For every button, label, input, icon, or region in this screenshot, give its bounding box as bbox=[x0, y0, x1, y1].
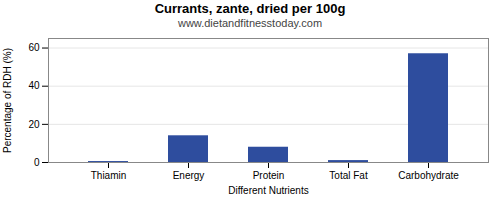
svg-text:Different Nutrients: Different Nutrients bbox=[228, 185, 308, 196]
svg-text:0: 0 bbox=[34, 157, 40, 168]
html-text:Currants, zante, dried per 100: Currants, zante, dried per 100g bbox=[154, 1, 346, 16]
html-text:www.dietandfitnesstoday.com: www.dietandfitnesstoday.com bbox=[178, 17, 322, 29]
svg-text:Carbohydrate: Carbohydrate bbox=[398, 170, 459, 181]
svg-text:Thiamin: Thiamin bbox=[91, 170, 127, 181]
svg-text:20: 20 bbox=[28, 119, 40, 130]
svg-text:Total Fat: Total Fat bbox=[329, 170, 368, 181]
svg-text:Energy: Energy bbox=[173, 170, 205, 181]
svg-text:Protein: Protein bbox=[253, 170, 285, 181]
svg-text:40: 40 bbox=[28, 80, 40, 91]
svg-text:60: 60 bbox=[28, 42, 40, 53]
svg-text:Percentage of RDH (%): Percentage of RDH (%) bbox=[2, 48, 13, 153]
